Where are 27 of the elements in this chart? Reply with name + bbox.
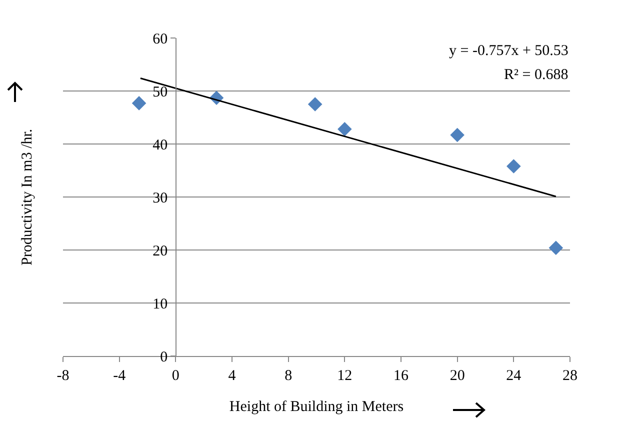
y-tick-label: 60 (152, 31, 168, 48)
point (132, 96, 146, 110)
x-tick-label: 20 (450, 368, 465, 384)
point (506, 159, 521, 174)
y-axis-title: Productivity In m3 /hr. (20, 128, 36, 266)
y-tick-label: 10 (152, 296, 168, 312)
point (308, 97, 322, 112)
x-tick-label: -8 (56, 368, 70, 384)
x-tick-label: 28 (562, 368, 578, 384)
x-tick-label: -4 (113, 368, 126, 384)
annotation: R² = 0.688 (504, 67, 568, 83)
x-tick-label: 24 (506, 368, 522, 384)
point (338, 122, 352, 136)
x-tick-label: 8 (284, 368, 292, 384)
y-tick-label: 20 (152, 243, 168, 260)
y-tick-label: 30 (152, 190, 168, 206)
x-tick-label: 16 (394, 368, 409, 384)
x-axis-title: Height of Building in Meters (229, 399, 404, 415)
x-tick-label: 12 (337, 368, 352, 384)
point (548, 240, 564, 256)
x-tick-label: 4 (228, 368, 236, 384)
x-tick-label: 0 (172, 368, 180, 384)
annotation: y = -0.757x + 50.53 (449, 43, 568, 59)
y-tick-label: 0 (160, 349, 168, 366)
y-tick-label: 50 (152, 84, 168, 100)
y-tick-label: 40 (152, 137, 168, 154)
point (450, 128, 464, 142)
